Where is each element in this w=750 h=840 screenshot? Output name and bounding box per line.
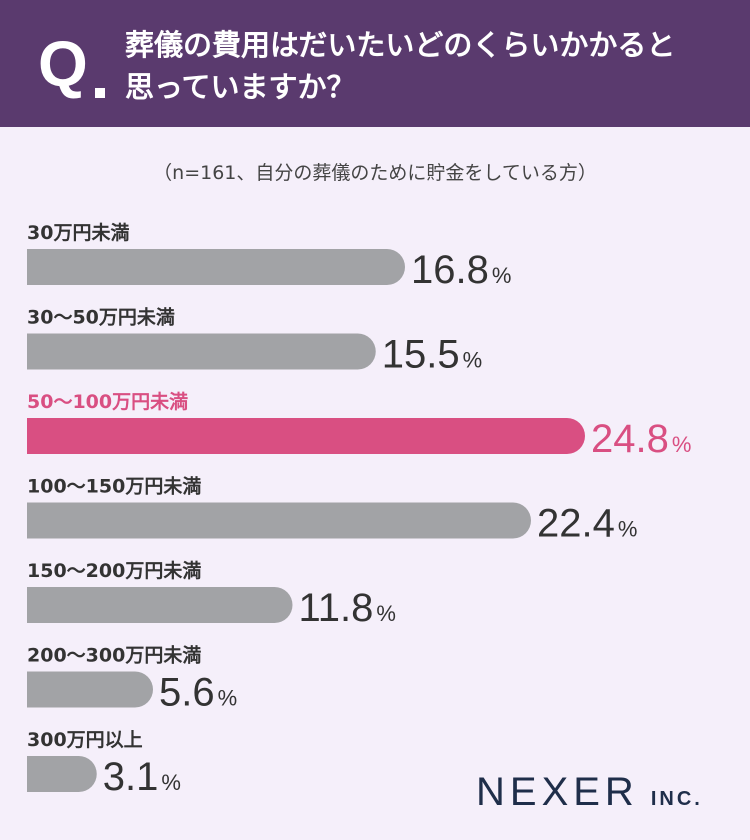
bar [27,587,293,623]
value-number: 22.4 [537,502,615,546]
bar [27,671,153,708]
value-unit: % [376,601,396,626]
value-unit: % [672,432,692,457]
category-label: 100〜150万円未満 [27,475,201,498]
value-label: 3.1% [103,755,181,799]
value-unit: % [618,517,638,542]
question-text: 葬儀の費用はだいたいどのくらいかかると 思っていますか？ [125,24,735,108]
bar-left-edge [27,756,45,792]
bar-left-edge [27,671,45,708]
bar [27,502,531,539]
value-number: 24.8 [591,417,669,461]
value-number: 5.6 [159,671,215,715]
bar [27,249,405,285]
question-header: Q 葬儀の費用はだいたいどのくらいかかると 思っていますか？ [0,0,750,127]
category-label: 300万円以上 [27,729,143,751]
value-label: 22.4% [537,502,637,546]
value-number: 15.5 [382,333,460,377]
sample-subtitle: （n=161、自分の葬儀のために貯金をしている方） [153,162,597,184]
value-label: 11.8% [299,586,396,630]
q-dot-shape [95,88,105,98]
bar [27,418,585,454]
value-number: 11.8 [299,586,374,630]
category-label: 200〜300万円未満 [27,644,201,667]
value-number: 16.8 [411,248,489,292]
value-unit: % [463,348,483,373]
category-label: 150〜200万円未満 [27,559,201,582]
bar-left-edge [27,333,45,370]
bar-left-edge [27,249,45,285]
question-line-1: 葬儀の費用はだいたいどのくらいかかると [125,28,676,62]
value-number: 3.1 [103,755,159,799]
value-label: 24.8% [591,417,691,461]
value-unit: % [218,686,238,711]
value-label: 15.5% [382,333,482,377]
logo-main-text: NEXER [476,770,639,814]
bar-left-edge [27,502,45,539]
bar [27,333,376,370]
bar-left-edge [27,587,45,623]
value-label: 16.8% [411,248,511,292]
category-label: 50〜100万円未満 [27,390,188,413]
company-logo: NEXER INC. [476,770,703,815]
category-label: 30万円未満 [27,221,129,244]
value-unit: % [161,770,181,795]
q-mark: Q [38,28,88,100]
value-unit: % [492,263,512,288]
question-line-2: 思っていますか？ [125,70,356,104]
bar-left-edge [27,418,45,454]
category-label: 30〜50万円未満 [27,306,175,329]
logo-sub-text: INC. [650,788,703,810]
value-label: 5.6% [159,671,237,715]
